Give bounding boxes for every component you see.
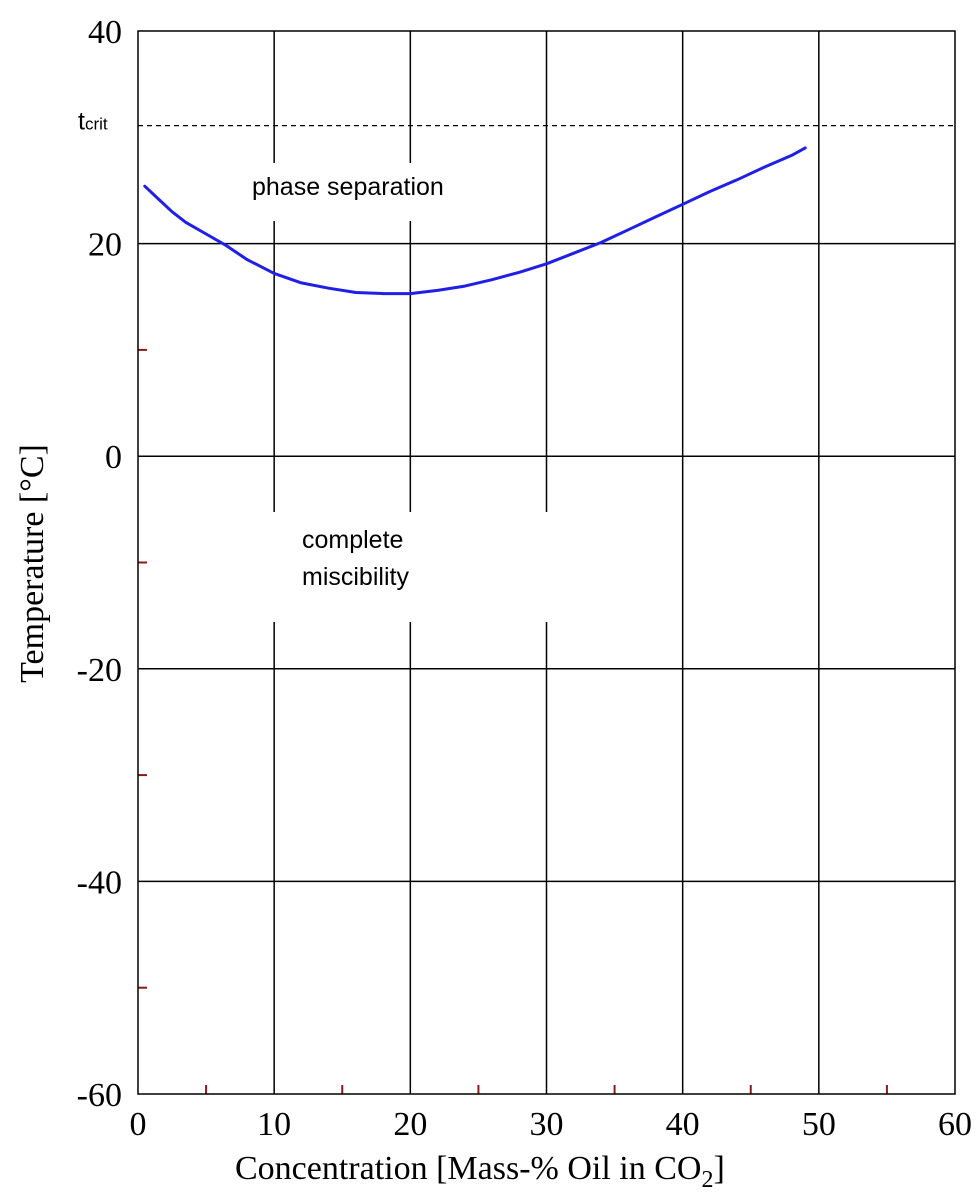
x-tick-label: 20 — [393, 1106, 427, 1143]
annotation-complete: complete — [302, 526, 403, 554]
x-tick-label: 30 — [530, 1106, 564, 1143]
x-tick-label: 0 — [130, 1106, 147, 1143]
minor-ticks — [138, 348, 888, 1094]
series-line-0 — [143, 146, 807, 296]
annotation-upper-mask — [240, 163, 510, 221]
annotation-phase-separation: phase separation — [252, 173, 444, 201]
critical-temperature-label-main: t — [78, 108, 85, 136]
annotation-miscibility: miscibility — [302, 563, 409, 591]
annotation-lower-mask — [240, 512, 560, 622]
x-axis-title-suffix: ] — [714, 1150, 725, 1187]
y-tick-label: -20 — [77, 652, 122, 689]
y-tick-label: 20 — [88, 227, 122, 264]
y-axis-title: Temperature [°C] — [14, 444, 51, 683]
x-axis-title-main: Concentration [Mass-% Oil in CO — [235, 1150, 702, 1187]
plot-frame — [137, 30, 956, 1095]
critical-temperature-label: tcrit — [78, 108, 108, 136]
y-tick-label: 40 — [88, 14, 122, 51]
y-tick-label: -40 — [77, 864, 122, 901]
y-tick-label: 0 — [105, 439, 122, 476]
x-tick-label: 10 — [257, 1106, 291, 1143]
x-axis-title: Concentration [Mass-% Oil in CO2] — [235, 1150, 725, 1193]
critical-temperature-label-sub: crit — [85, 115, 108, 134]
x-tick-labels: 0 10 20 30 40 50 60 — [130, 1106, 973, 1143]
series-layer — [143, 146, 807, 296]
x-tick-label: 40 — [666, 1106, 700, 1143]
y-tick-labels: -60 -40 -20 0 20 40 — [77, 14, 122, 1114]
x-axis-title-sub: 2 — [702, 1167, 714, 1193]
y-tick-label: -60 — [77, 1077, 122, 1114]
x-tick-label: 50 — [802, 1106, 836, 1143]
x-tick-label: 60 — [938, 1106, 972, 1143]
